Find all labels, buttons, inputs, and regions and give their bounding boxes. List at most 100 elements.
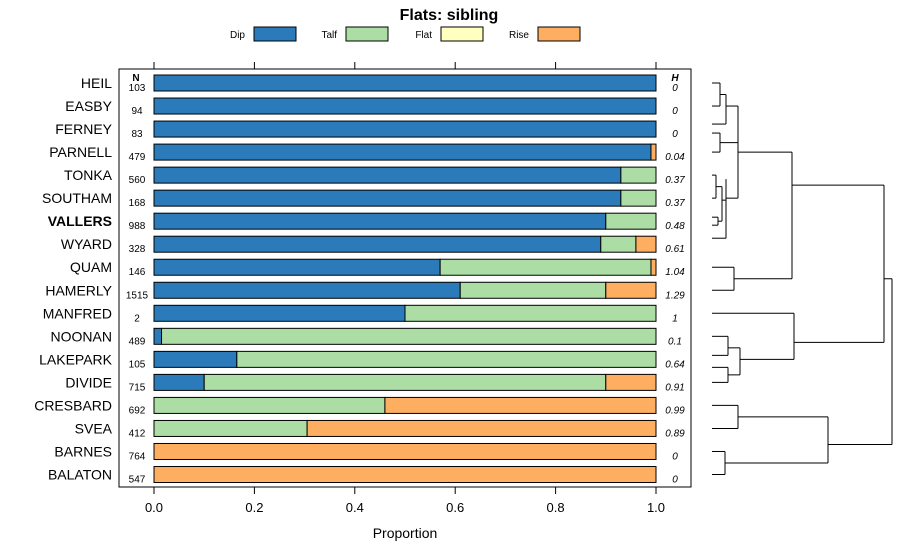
bar-segment-dip xyxy=(153,258,441,276)
bar-segment-talf xyxy=(236,350,657,368)
legend-label-rise: Rise xyxy=(509,30,529,41)
chart-title: Flats: sibling xyxy=(400,7,499,24)
category-label: SOUTHAM xyxy=(42,190,112,206)
bar-row-parnell: PARNELL 479 0.04 xyxy=(49,143,685,163)
bar-segment-dip xyxy=(153,373,205,391)
bar-segment-dip xyxy=(153,189,622,207)
plot-frame xyxy=(118,68,692,488)
bar-segment-rise xyxy=(605,373,657,391)
legend-swatch-flat xyxy=(440,26,484,42)
bar-segment-rise xyxy=(605,281,657,299)
bar-segment-talf xyxy=(404,304,657,322)
bar-segment-dip xyxy=(153,166,622,184)
n-value: 105 xyxy=(129,359,146,370)
n-value: 479 xyxy=(129,152,146,163)
bar-segment-dip xyxy=(153,235,602,253)
category-label: CRESBARD xyxy=(34,397,112,413)
bar-row-quam: QUAM 146 1.04 xyxy=(70,258,685,278)
legend-label-talf: Talf xyxy=(321,30,337,41)
bar-row-divide: DIVIDE 715 0.91 xyxy=(65,373,685,393)
bar-segment-talf xyxy=(600,235,637,253)
bar-segment-talf xyxy=(161,327,657,345)
bar-segment-dip xyxy=(153,212,607,230)
h-value: 0 xyxy=(672,451,678,462)
bar-row-ferney: FERNEY 83 0 xyxy=(55,120,678,140)
h-value: 0.99 xyxy=(665,405,685,416)
h-value: 0.91 xyxy=(665,382,684,393)
legend-swatch-rise xyxy=(537,26,581,42)
bar-row-noonan: NOONAN 489 0.1 xyxy=(51,327,682,347)
category-label: SVEA xyxy=(75,420,113,436)
bar-segment-rise xyxy=(306,419,657,437)
bar-segment-dip xyxy=(153,74,657,92)
bar-row-balaton: BALATON 547 0 xyxy=(48,466,678,486)
x-tick-label: 0.0 xyxy=(145,500,163,515)
bar-segment-rise xyxy=(384,396,657,414)
bar-row-heil: HEIL 103 0 xyxy=(81,74,678,94)
h-value: 0.61 xyxy=(665,244,684,255)
h-value: 0.89 xyxy=(665,428,685,439)
bar-segment-rise xyxy=(153,466,657,484)
bar-segment-talf xyxy=(153,419,308,437)
n-value: 146 xyxy=(129,267,146,278)
category-label: VALLERS xyxy=(48,213,112,229)
h-value: 1.29 xyxy=(665,290,685,301)
category-label: QUAM xyxy=(70,259,112,275)
top-axis-ticks xyxy=(153,62,657,69)
h-value: 0 xyxy=(672,129,678,140)
bar-segment-talf xyxy=(620,166,657,184)
bar-segment-talf xyxy=(203,373,607,391)
bar-row-tonka: TONKA 560 0.37 xyxy=(64,166,685,186)
n-value: 83 xyxy=(131,129,143,140)
n-value: 94 xyxy=(131,106,143,117)
category-label: PARNELL xyxy=(49,144,112,160)
bar-segment-dip xyxy=(153,97,657,115)
h-header: H xyxy=(671,73,679,84)
h-value: 0 xyxy=(672,83,678,94)
category-label: BALATON xyxy=(48,467,112,483)
n-value: 1515 xyxy=(126,290,149,301)
n-header: N xyxy=(132,73,139,84)
bar-segment-rise xyxy=(650,143,657,161)
n-value: 168 xyxy=(129,198,146,209)
bar-segment-dip xyxy=(153,350,238,368)
bar-row-southam: SOUTHAM 168 0.37 xyxy=(42,189,685,209)
h-value: 0.1 xyxy=(668,336,682,347)
bar-row-manfred: MANFRED 2 1 xyxy=(43,304,678,324)
category-label: NOONAN xyxy=(51,328,112,344)
h-value: 0 xyxy=(672,106,678,117)
h-value: 0.37 xyxy=(665,175,685,186)
category-label: EASBY xyxy=(65,98,112,114)
bar-row-cresbard: CRESBARD 692 0.99 xyxy=(34,396,685,416)
category-label: WYARD xyxy=(61,236,112,252)
bars: HEIL 103 0 EASBY 94 0 FERNEY 83 0 PARNELL 479 0.04 T… xyxy=(34,74,685,486)
h-value: 0.04 xyxy=(665,152,685,163)
legend-label-dip: Dip xyxy=(230,30,245,41)
n-value: 560 xyxy=(129,175,146,186)
bar-row-hamerly: HAMERLY 1515 1.29 xyxy=(45,281,685,301)
n-value: 764 xyxy=(129,451,146,462)
category-label: MANFRED xyxy=(43,305,112,321)
bar-row-wyard: WYARD 328 0.61 xyxy=(61,235,685,255)
h-value: 0.64 xyxy=(665,359,685,370)
bar-row-easby: EASBY 94 0 xyxy=(65,97,678,117)
bar-segment-talf xyxy=(605,212,657,230)
bar-segment-talf xyxy=(459,281,607,299)
bar-segment-talf xyxy=(620,189,657,207)
category-label: HEIL xyxy=(81,75,112,91)
n-value: 489 xyxy=(129,336,146,347)
category-label: DIVIDE xyxy=(65,374,112,390)
dendrogram xyxy=(712,82,893,476)
x-tick-label: 0.2 xyxy=(245,500,263,515)
n-value: 547 xyxy=(129,475,146,486)
x-tick-label: 1.0 xyxy=(647,500,665,515)
x-tick-label: 0.8 xyxy=(547,500,565,515)
bar-segment-dip xyxy=(153,304,406,322)
bar-segment-dip xyxy=(153,143,652,161)
bar-row-barnes: BARNES 764 0 xyxy=(54,442,678,462)
category-label: LAKEPARK xyxy=(39,351,113,367)
n-value: 412 xyxy=(129,428,146,439)
legend-swatch-dip xyxy=(253,26,297,42)
n-value: 328 xyxy=(129,244,146,255)
